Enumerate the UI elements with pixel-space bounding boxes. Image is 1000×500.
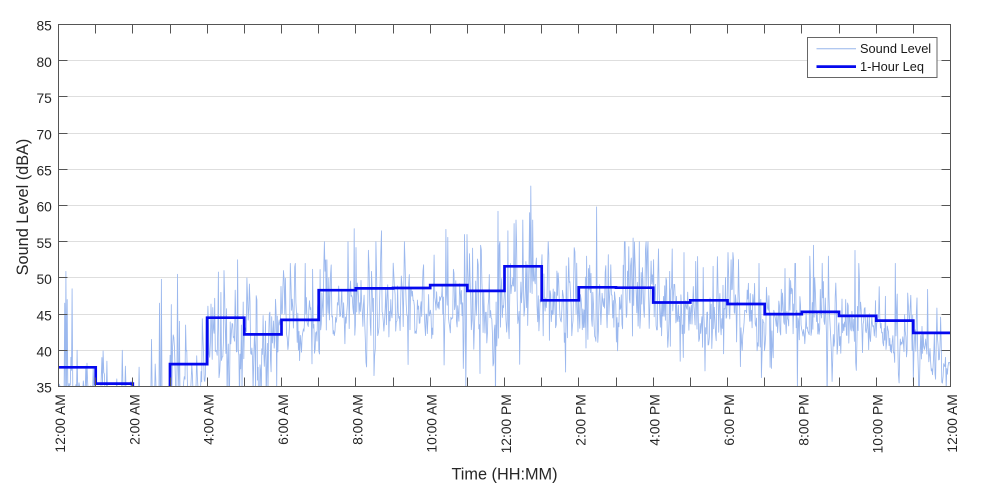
svg-text:Time (HH:MM): Time (HH:MM) — [451, 466, 557, 484]
svg-text:10:00 AM: 10:00 AM — [425, 394, 440, 452]
svg-text:1-Hour Leq: 1-Hour Leq — [860, 59, 924, 74]
svg-text:4:00 PM: 4:00 PM — [648, 394, 663, 445]
svg-text:50: 50 — [36, 272, 52, 287]
svg-text:4:00 AM: 4:00 AM — [202, 394, 217, 445]
svg-text:8:00 PM: 8:00 PM — [796, 394, 811, 445]
svg-text:40: 40 — [36, 345, 52, 360]
svg-text:75: 75 — [36, 91, 52, 106]
svg-text:6:00 AM: 6:00 AM — [276, 394, 291, 445]
svg-text:80: 80 — [36, 55, 52, 70]
svg-text:85: 85 — [36, 19, 52, 34]
svg-text:Sound Level: Sound Level — [860, 41, 931, 56]
svg-text:6:00 PM: 6:00 PM — [722, 394, 737, 445]
svg-text:8:00 AM: 8:00 AM — [350, 394, 365, 445]
svg-text:10:00 PM: 10:00 PM — [871, 394, 886, 453]
svg-text:45: 45 — [36, 308, 52, 323]
svg-text:2:00 AM: 2:00 AM — [127, 394, 142, 445]
svg-text:12:00 PM: 12:00 PM — [499, 394, 514, 453]
svg-text:55: 55 — [36, 236, 52, 251]
svg-text:65: 65 — [36, 164, 52, 179]
svg-text:2:00 PM: 2:00 PM — [573, 394, 588, 445]
svg-text:60: 60 — [36, 200, 52, 215]
svg-text:Sound Level (dBA): Sound Level (dBA) — [14, 139, 32, 276]
svg-text:70: 70 — [36, 127, 52, 142]
svg-text:12:00 AM: 12:00 AM — [945, 394, 960, 452]
svg-text:12:00 AM: 12:00 AM — [53, 394, 68, 452]
svg-text:35: 35 — [36, 381, 52, 396]
